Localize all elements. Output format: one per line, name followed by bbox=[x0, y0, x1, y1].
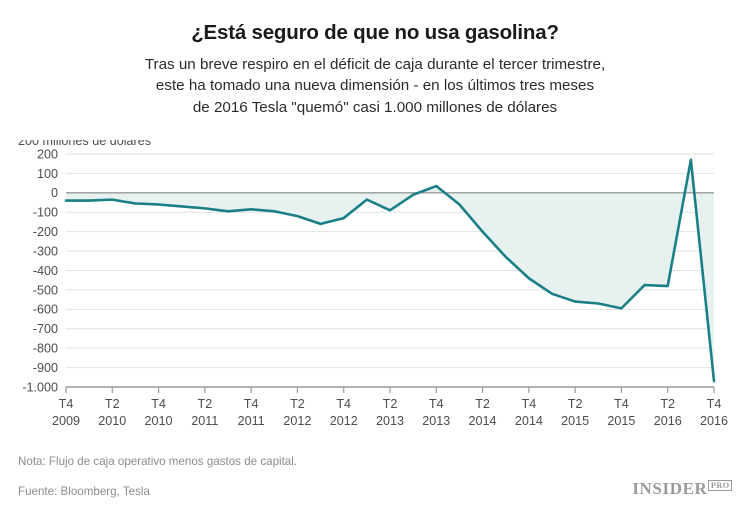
y-tick-label: -100 bbox=[33, 206, 58, 220]
x-tick-label-quarter: T4 bbox=[59, 397, 74, 411]
y-tick-label: -400 bbox=[33, 264, 58, 278]
y-tick-label: -500 bbox=[33, 283, 58, 297]
note-text: Nota: Flujo de caja operativo menos gast… bbox=[18, 455, 298, 468]
y-tick-label: 200 bbox=[37, 147, 58, 161]
y-tick-label: -900 bbox=[33, 361, 58, 375]
chart-plot-area: 200 100 0 -100 -200 -300 -400 -500 -600 -700 -800 -… bbox=[0, 140, 750, 445]
y-tick-label: -200 bbox=[33, 225, 58, 239]
x-tick-label-year: 2015 bbox=[607, 414, 635, 428]
x-axis bbox=[65, 386, 715, 393]
brand-badge: PRO bbox=[708, 480, 732, 492]
chart-header: ¿Está seguro de que no usa gasolina? Tra… bbox=[0, 0, 750, 118]
x-tick-label-year: 2009 bbox=[52, 414, 80, 428]
source-text: Fuente: Bloomberg, Tesla bbox=[18, 485, 150, 498]
y-tick-label: 100 bbox=[37, 167, 58, 181]
y-axis-unit-label: 200 millones de dólares bbox=[18, 140, 151, 148]
x-tick-label-year: 2010 bbox=[98, 414, 126, 428]
x-tick-label-quarter: T2 bbox=[198, 397, 213, 411]
x-tick-label-year: 2014 bbox=[515, 414, 543, 428]
x-tick-label-year: 2010 bbox=[145, 414, 173, 428]
data-line bbox=[64, 158, 716, 383]
x-tick-label-quarter: T4 bbox=[707, 397, 722, 411]
x-tick-label-quarter: T4 bbox=[244, 397, 259, 411]
x-tick-label-year: 2013 bbox=[376, 414, 404, 428]
brand-name: INSIDER bbox=[632, 479, 708, 498]
x-tick-label-quarter: T2 bbox=[568, 397, 583, 411]
x-tick-label-year: 2012 bbox=[330, 414, 358, 428]
x-tick-label-quarter: T2 bbox=[290, 397, 305, 411]
x-tick-label-year: 2013 bbox=[422, 414, 450, 428]
line-chart-svg: 200 100 0 -100 -200 -300 -400 -500 -600 -700 -800 -… bbox=[18, 140, 728, 428]
chart-subtitle-line-2: este ha tomado una nueva dimensión - en … bbox=[155, 77, 595, 95]
x-tick-label-year: 2011 bbox=[191, 414, 218, 428]
x-axis-tick-labels: T4 2009 T2 2010 T4 2010 T2 2011 T4 2011 T2 2012 T4 20… bbox=[52, 397, 728, 428]
series-line-flujo-de-caja-libre bbox=[64, 158, 716, 383]
x-tick-label-quarter: T2 bbox=[475, 397, 490, 411]
x-tick-label-year: 2016 bbox=[654, 414, 682, 428]
y-tick-label: -1.000 bbox=[22, 380, 58, 394]
x-tick-label-year: 2012 bbox=[283, 414, 311, 428]
x-tick-label-quarter: T2 bbox=[383, 397, 398, 411]
page-title: ¿Está seguro de que no usa gasolina? bbox=[191, 21, 559, 44]
insider-pro-logo: INSIDER PRO bbox=[632, 480, 732, 497]
x-tick-label-year: 2015 bbox=[561, 414, 589, 428]
y-axis-tick-labels: 200 100 0 -100 -200 -300 -400 -500 -600 -700 -800 -… bbox=[22, 147, 58, 394]
x-tick-label-quarter: T2 bbox=[105, 397, 120, 411]
area-fill-path bbox=[66, 159, 714, 382]
x-tick-label-quarter: T4 bbox=[151, 397, 166, 411]
x-tick-label-year: 2016 bbox=[700, 414, 728, 428]
y-tick-label: -800 bbox=[33, 342, 58, 356]
chart-footer: Nota: Flujo de caja operativo menos gast… bbox=[0, 447, 750, 512]
x-tick-label-quarter: T2 bbox=[660, 397, 675, 411]
x-tick-label-year: 2014 bbox=[469, 414, 497, 428]
chart-subtitle: Tras un breve respiro en el déficit de c… bbox=[55, 54, 695, 119]
x-tick-label-quarter: T4 bbox=[336, 397, 351, 411]
x-tick-label-quarter: T4 bbox=[429, 397, 444, 411]
chart-subtitle-line-1: Tras un breve respiro en el déficit de c… bbox=[144, 55, 606, 73]
y-tick-label: -300 bbox=[33, 244, 58, 258]
x-tick-label-quarter: T4 bbox=[522, 397, 537, 411]
y-axis-unit-label: 200 millones de dólares bbox=[18, 140, 151, 148]
x-tick-label-year: 2011 bbox=[238, 414, 265, 428]
x-tick-label-quarter: T4 bbox=[614, 397, 629, 411]
y-tick-label: -600 bbox=[33, 303, 58, 317]
y-tick-label: 0 bbox=[51, 186, 58, 200]
area-fill bbox=[66, 159, 714, 382]
chart-subtitle-line-3: de 2016 Tesla "quemó" casi 1.000 millone… bbox=[192, 98, 558, 116]
y-tick-label: -700 bbox=[33, 322, 58, 336]
